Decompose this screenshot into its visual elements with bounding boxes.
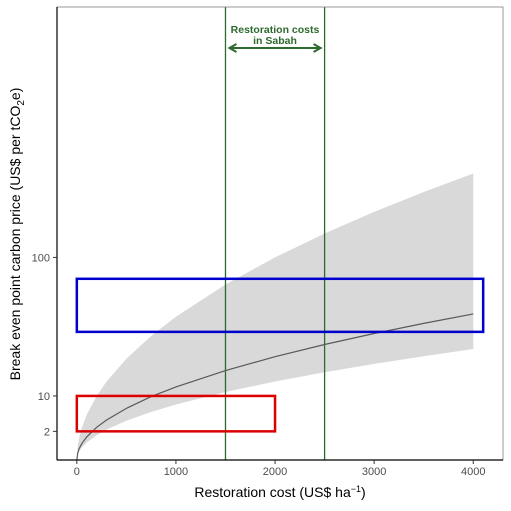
- plot-area: [75, 7, 485, 460]
- annotation-line-2: in Sabah: [253, 35, 297, 47]
- confidence-band: [76, 173, 474, 460]
- y-axis-title: Break even point carbon price (US$ per t…: [7, 88, 27, 381]
- x-tick-label-2000: 2000: [263, 466, 287, 478]
- highlight-rectangle-1: [75, 277, 485, 334]
- annotation-arrow-head-left: [227, 43, 237, 53]
- annotation-line-1: Restoration costs: [231, 24, 320, 36]
- x-tick-label-0: 0: [74, 466, 80, 478]
- highlight-rectangle-2: [75, 394, 277, 433]
- x-tick-label-4000: 4000: [461, 466, 485, 478]
- annotation-arrow-head-right: [313, 43, 323, 53]
- y-axis-title-subscript: 2: [16, 100, 27, 106]
- x-axis-title-superscript: −1: [351, 484, 361, 494]
- x-tick-label-3000: 3000: [362, 466, 386, 478]
- y-tick-label-2: 2: [44, 426, 50, 438]
- x-tick-label-1000: 1000: [164, 466, 188, 478]
- series-line-1: [76, 313, 474, 460]
- x-axis-title: Restoration cost (US$ ha−1): [194, 484, 365, 500]
- axes: 0 1000 2000 3000 4000 2 10 100: [32, 6, 504, 478]
- y-tick-label-100: 100: [32, 252, 50, 264]
- y-tick-label-10: 10: [38, 391, 50, 403]
